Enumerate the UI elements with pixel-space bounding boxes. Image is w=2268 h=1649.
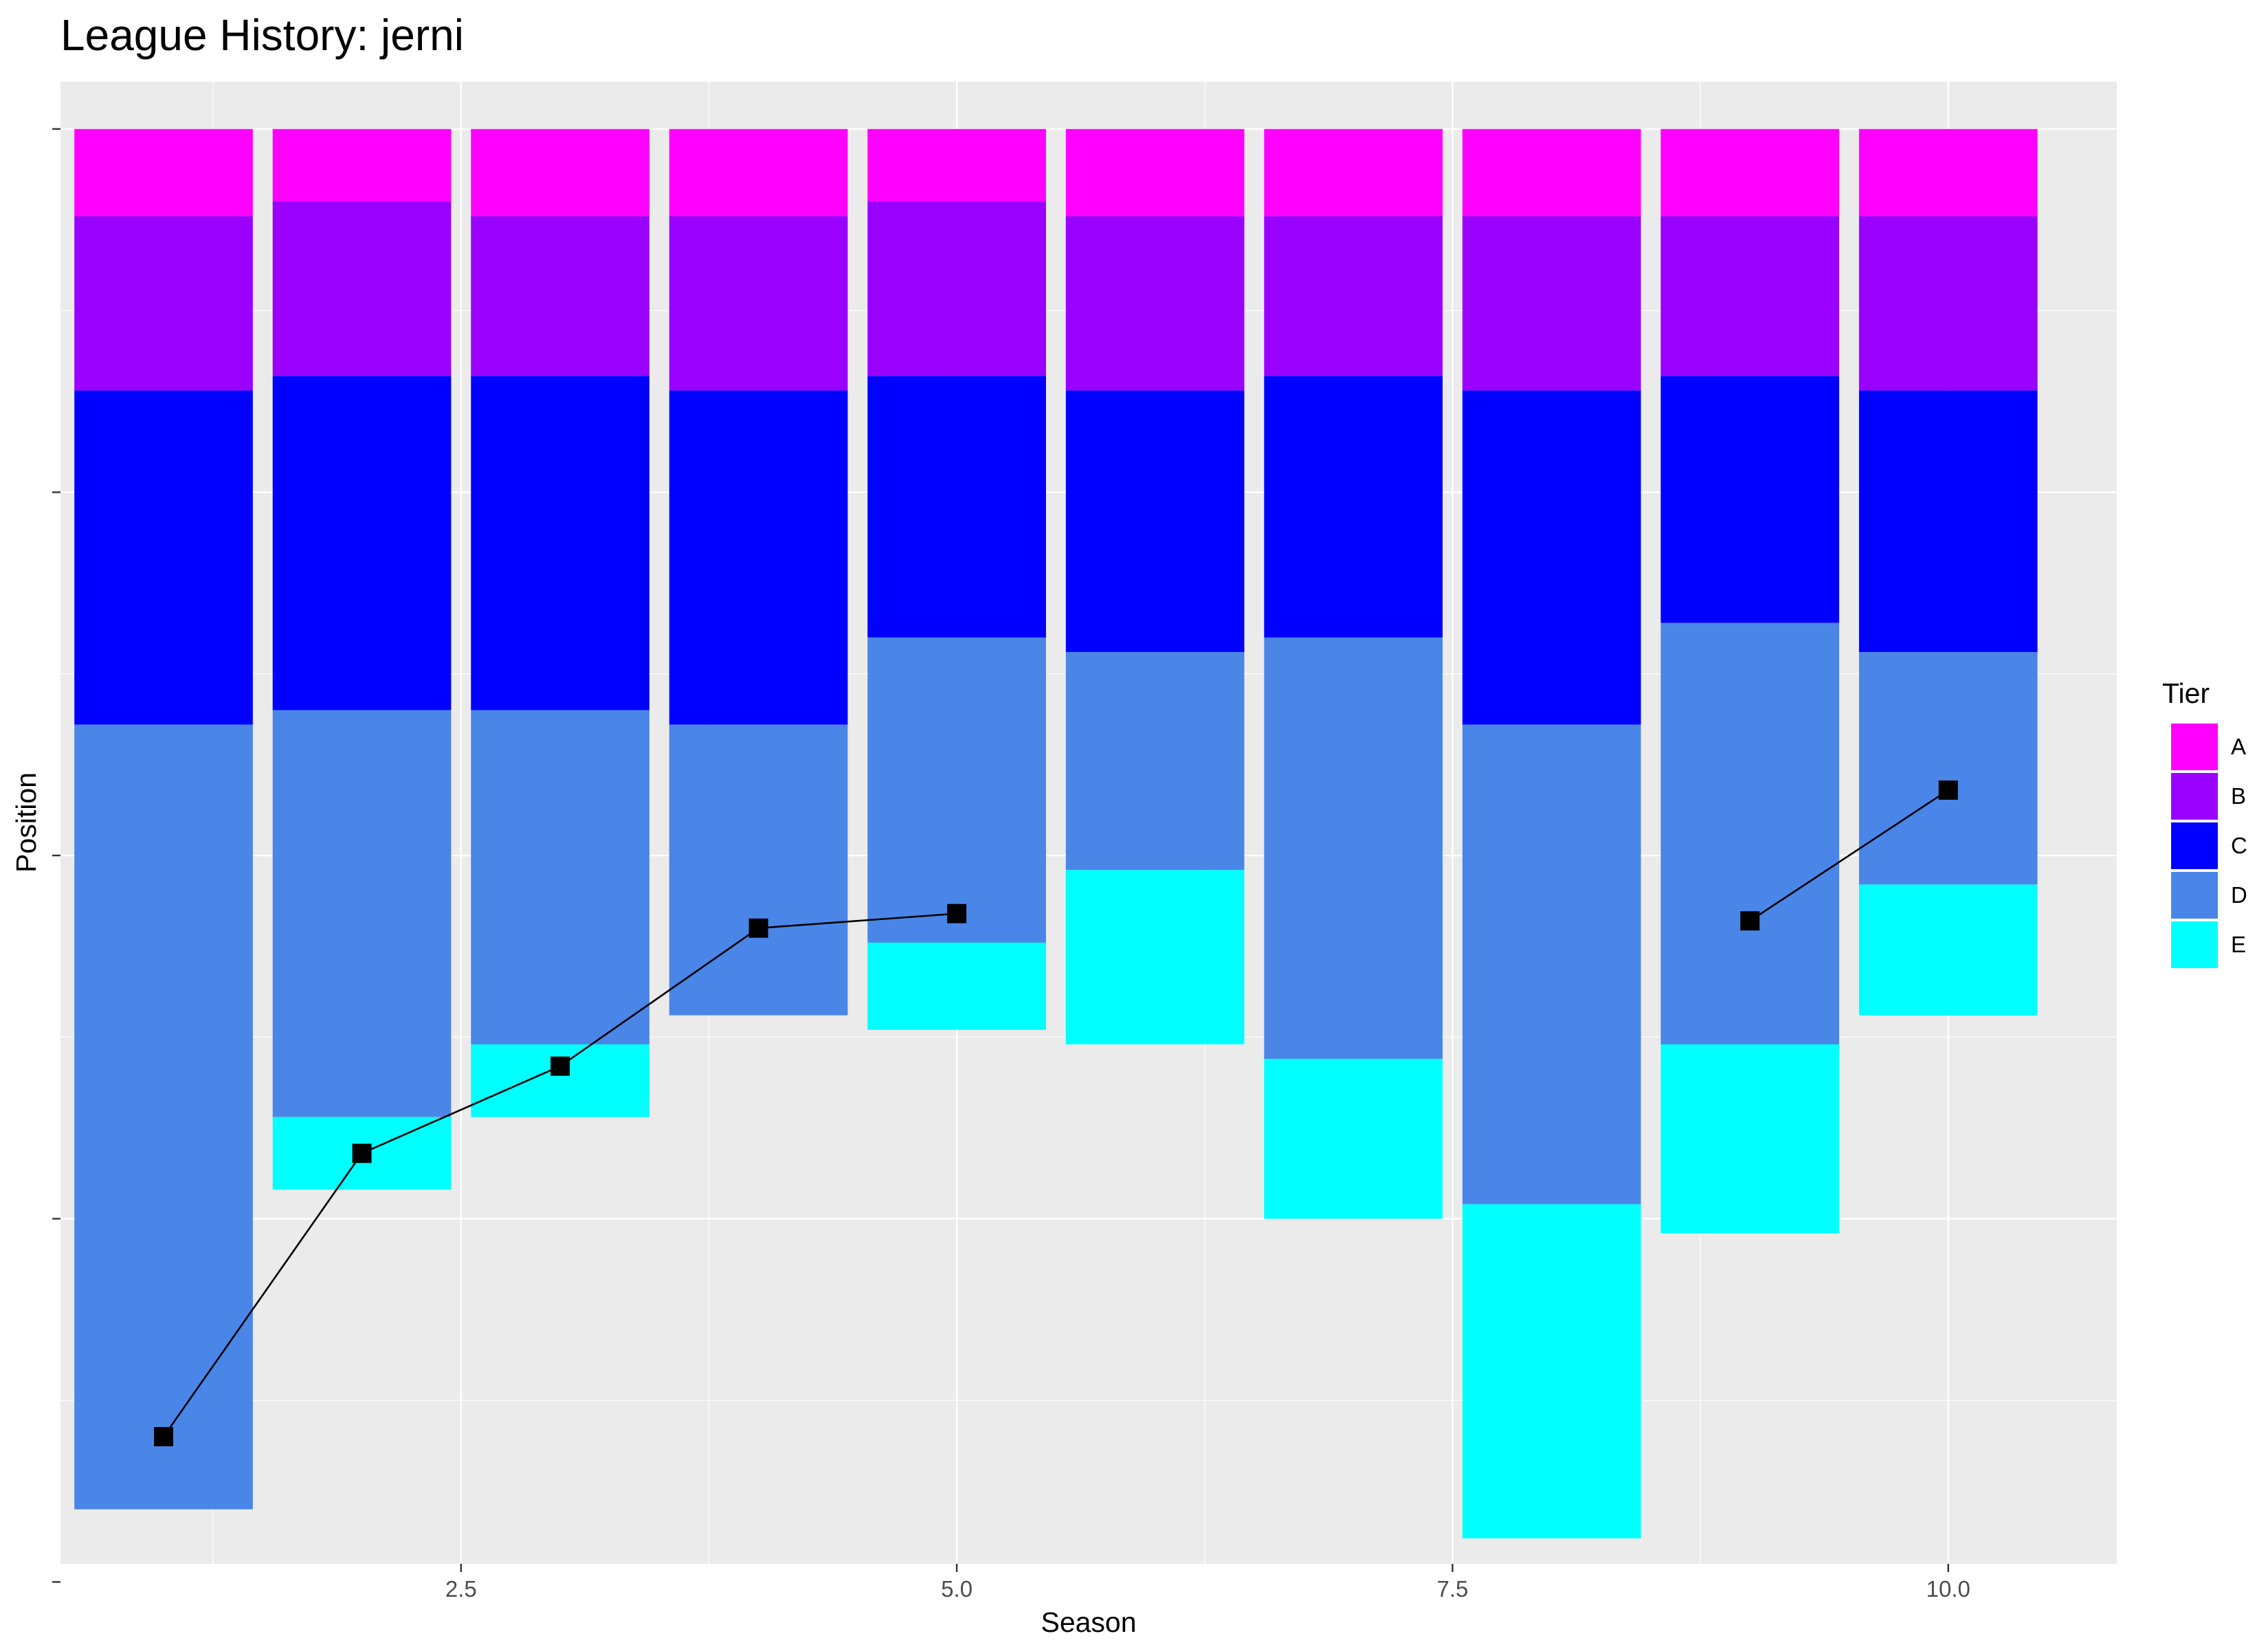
bar-season-10-tier-E xyxy=(1858,884,2038,1016)
legend-label-C: C xyxy=(2231,833,2247,858)
bar-season-8-tier-E xyxy=(1462,1204,1641,1538)
legend-key-D xyxy=(2170,871,2219,920)
position-line-segment xyxy=(1749,789,1949,922)
bar-season-6-tier-B xyxy=(1065,216,1245,391)
bar-season-1-tier-D xyxy=(74,724,253,1510)
bar-season-7-tier-C xyxy=(1264,376,1443,638)
position-marker-season-1 xyxy=(154,1426,174,1446)
bar-season-9-tier-E xyxy=(1660,1044,1840,1233)
bar-season-4-tier-D xyxy=(669,724,848,1016)
bar-season-8-tier-B xyxy=(1462,216,1641,391)
bar-season-1-tier-B xyxy=(74,216,253,391)
bar-season-2-tier-A xyxy=(272,128,452,202)
bar-season-6-tier-D xyxy=(1065,652,1245,871)
bar-season-7-tier-A xyxy=(1264,128,1443,216)
bar-season-4-tier-C xyxy=(669,390,848,725)
bar-season-5-tier-C xyxy=(867,376,1046,638)
x-axis: 2.5 5.0 7.5 10.0 xyxy=(445,1564,1970,1602)
position-line xyxy=(154,780,1958,1446)
x-tick-label: 7.5 xyxy=(1437,1576,1469,1602)
bar-season-2-tier-C xyxy=(272,376,452,710)
x-tick-label: 2.5 xyxy=(445,1576,477,1602)
bar-season-10-tier-B xyxy=(1858,216,2038,391)
y-axis xyxy=(52,128,60,1583)
tier-bars xyxy=(74,128,2038,1538)
position-marker-season-10 xyxy=(1938,780,1958,800)
legend-label-D: D xyxy=(2231,882,2247,908)
legend-label-E: E xyxy=(2231,932,2246,957)
bar-season-5-tier-B xyxy=(867,201,1046,377)
bar-season-5-tier-E xyxy=(867,942,1046,1030)
y-axis-title: Position xyxy=(10,772,42,873)
bar-season-1-tier-C xyxy=(74,390,253,725)
bar-season-10-tier-A xyxy=(1858,128,2038,216)
bar-season-9-tier-A xyxy=(1660,128,1840,216)
x-tick-label: 5.0 xyxy=(941,1576,972,1602)
bar-season-1-tier-A xyxy=(74,128,253,216)
position-marker-season-9 xyxy=(1740,911,1760,931)
bar-season-2-tier-B xyxy=(272,201,452,377)
legend-label-A: A xyxy=(2231,734,2246,759)
bar-season-10-tier-C xyxy=(1858,390,2038,653)
legend-key-E xyxy=(2170,920,2219,969)
bar-season-3-tier-A xyxy=(471,128,649,216)
bar-season-5-tier-A xyxy=(867,128,1046,202)
bar-season-9-tier-B xyxy=(1660,216,1840,377)
x-tick-label: 10.0 xyxy=(1926,1576,1970,1602)
legend-key-B xyxy=(2170,772,2219,821)
bar-season-4-tier-A xyxy=(669,128,848,216)
bar-season-8-tier-D xyxy=(1462,724,1641,1204)
bar-season-3-tier-E xyxy=(471,1044,649,1117)
x-axis-title: Season xyxy=(1041,1606,1136,1638)
legend-label-B: B xyxy=(2231,783,2246,809)
bar-season-7-tier-D xyxy=(1264,637,1443,1059)
bar-season-7-tier-B xyxy=(1264,216,1443,377)
bar-season-6-tier-C xyxy=(1065,390,1245,653)
bar-season-3-tier-D xyxy=(471,710,649,1044)
bar-season-6-tier-A xyxy=(1065,128,1245,216)
bar-season-6-tier-E xyxy=(1065,870,1245,1044)
position-marker-season-3 xyxy=(551,1056,570,1076)
position-marker-season-2 xyxy=(352,1143,372,1163)
legend-key-C xyxy=(2170,821,2219,871)
legend-key-A xyxy=(2170,722,2219,772)
bar-season-3-tier-C xyxy=(471,376,649,710)
bar-season-5-tier-D xyxy=(867,637,1046,943)
bar-season-7-tier-E xyxy=(1264,1059,1443,1219)
bar-season-9-tier-C xyxy=(1660,376,1840,623)
position-marker-season-4 xyxy=(748,918,768,938)
bar-season-4-tier-B xyxy=(669,216,848,391)
bar-season-10-tier-D xyxy=(1858,652,2038,885)
position-marker-season-5 xyxy=(947,904,967,923)
bar-season-2-tier-D xyxy=(272,710,452,1117)
bar-season-9-tier-D xyxy=(1660,622,1840,1044)
bar-season-3-tier-B xyxy=(471,216,649,377)
bar-season-8-tier-C xyxy=(1462,390,1641,725)
chart-title: League History: jerni xyxy=(60,10,464,60)
bar-season-8-tier-A xyxy=(1462,128,1641,216)
legend-title: Tier xyxy=(2162,677,2210,709)
